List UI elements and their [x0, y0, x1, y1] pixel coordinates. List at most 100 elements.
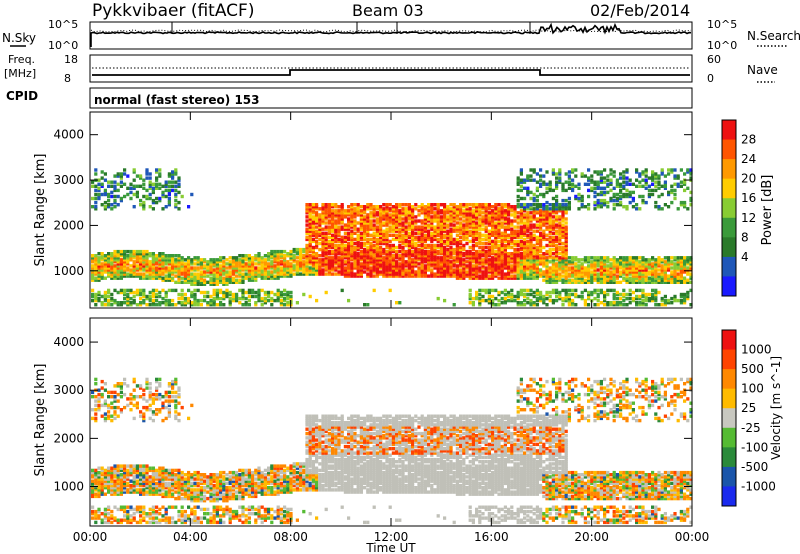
- power-cell: [481, 233, 485, 237]
- power-cell: [433, 252, 437, 256]
- power-cell: [516, 249, 520, 254]
- power-cell: [561, 241, 565, 246]
- power-cell: [468, 292, 472, 297]
- velocity-cell: [91, 390, 95, 395]
- power-cell: [324, 207, 328, 211]
- velocity-cell: [91, 512, 95, 516]
- power-cell: [91, 294, 95, 299]
- power-cell: [110, 272, 114, 276]
- power-cell: [372, 231, 376, 235]
- power-cell: [190, 278, 194, 282]
- power-cell: [347, 227, 351, 231]
- power-cell: [465, 205, 469, 209]
- power-cell: [651, 298, 655, 303]
- power-cell: [91, 264, 95, 268]
- power-cell: [567, 180, 571, 184]
- power-cell: [110, 303, 114, 307]
- power-cell: [500, 205, 504, 209]
- power-cell: [526, 274, 530, 278]
- power-cell: [523, 270, 527, 274]
- power-cell: [606, 276, 610, 280]
- velocity-cell: [91, 395, 95, 399]
- power-cell: [673, 276, 677, 280]
- power-cell: [388, 270, 392, 274]
- power-cell: [126, 296, 130, 301]
- power-cell: [356, 272, 360, 276]
- power-cell: [97, 194, 101, 199]
- power-cell: [529, 258, 533, 262]
- power-cell: [251, 260, 255, 264]
- power-cell: [135, 260, 139, 264]
- power-cell: [340, 258, 344, 262]
- power-cell: [500, 290, 504, 295]
- power-cell: [657, 280, 661, 284]
- power-cell: [369, 256, 373, 260]
- power-cell: [219, 272, 223, 276]
- power-cell: [449, 252, 453, 256]
- power-cell: [375, 266, 379, 270]
- power-cell: [580, 296, 584, 301]
- power-cell: [363, 231, 367, 235]
- power-cell: [350, 256, 354, 260]
- power-cell: [606, 266, 610, 270]
- power-cell: [551, 272, 555, 276]
- power-cell: [689, 280, 693, 284]
- power-cell: [289, 256, 293, 260]
- power-cell: [622, 205, 626, 209]
- power-cell: [513, 254, 517, 258]
- power-cell: [241, 294, 245, 299]
- power-cell: [404, 243, 408, 248]
- power-cell: [500, 296, 504, 301]
- power-cell: [372, 247, 376, 252]
- power-cell: [343, 266, 347, 270]
- power-cell: [379, 272, 383, 276]
- power-cell: [363, 249, 367, 254]
- power-cell: [343, 235, 347, 239]
- power-cell: [100, 262, 104, 266]
- power-cell: [126, 301, 130, 305]
- power-cell: [593, 266, 597, 270]
- power-cell: [545, 262, 549, 266]
- power-cell: [596, 170, 600, 174]
- power-cell: [446, 274, 450, 278]
- power-cell: [334, 203, 338, 207]
- power-cell: [209, 298, 213, 303]
- power-cell: [270, 298, 274, 303]
- power-cell: [651, 274, 655, 278]
- power-cell: [433, 245, 437, 250]
- power-cell: [615, 182, 619, 186]
- power-cell: [459, 207, 463, 211]
- power-cell: [532, 209, 536, 213]
- power-cell: [478, 296, 482, 301]
- power-cell: [379, 260, 383, 264]
- power-cell: [625, 205, 629, 209]
- power-cell: [395, 213, 399, 217]
- power-cell: [142, 276, 146, 280]
- power-cell: [215, 264, 219, 268]
- power-cell: [372, 249, 376, 254]
- power-cell: [375, 264, 379, 268]
- power-cell: [132, 290, 136, 295]
- power-cell: [475, 270, 479, 274]
- power-cell: [337, 270, 341, 274]
- power-cell: [375, 252, 379, 256]
- power-cell: [558, 225, 562, 229]
- power-cell: [670, 256, 674, 260]
- power-cell: [542, 235, 546, 239]
- power-cell: [126, 260, 130, 264]
- power-cell: [587, 194, 591, 199]
- power-cell: [523, 294, 527, 299]
- power-cell: [356, 239, 360, 244]
- power-cell: [270, 276, 274, 280]
- power-cell: [135, 258, 139, 262]
- power-cell: [519, 258, 523, 262]
- power-cell: [484, 298, 488, 303]
- freq-trace: [92, 69, 690, 76]
- power-cell: [689, 196, 693, 201]
- power-cell: [174, 288, 178, 293]
- power-cell: [251, 294, 255, 299]
- power-cell: [97, 182, 101, 186]
- power-cell: [382, 207, 386, 211]
- power-cell: [247, 262, 251, 266]
- power-cell: [356, 262, 360, 266]
